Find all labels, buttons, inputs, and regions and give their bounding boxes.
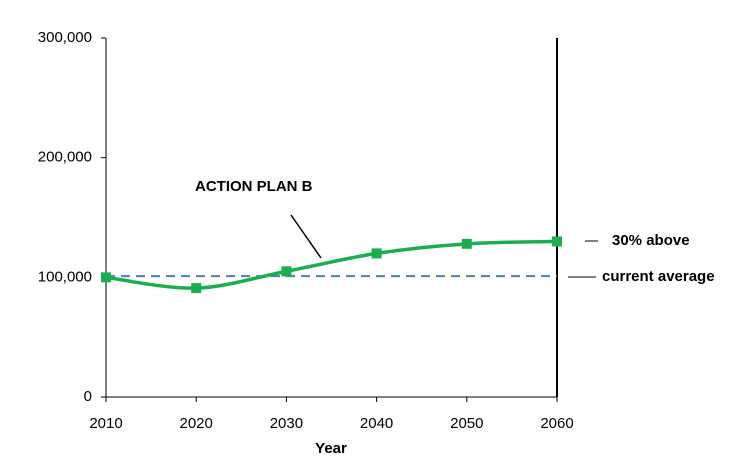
y-tick-label: 100,000 (38, 268, 92, 285)
x-tick-label: 2050 (450, 415, 483, 432)
x-tick-label: 2030 (270, 415, 303, 432)
annotation: current average (602, 268, 715, 285)
y-tick-label: 300,000 (38, 29, 92, 46)
annotation-pointer (290, 214, 322, 259)
x-tick-label: 2040 (360, 415, 393, 432)
point-marker (461, 238, 472, 249)
x-tick-label: 2010 (89, 415, 122, 432)
series-line (105, 239, 558, 290)
point-marker (552, 236, 562, 247)
annotation: 30% above (612, 232, 690, 249)
x-tick-label: 2060 (540, 415, 573, 432)
x-tick-label: 2020 (180, 415, 213, 432)
point-marker (281, 266, 292, 277)
point-marker (371, 248, 382, 259)
point-marker (101, 272, 111, 283)
x-axis-title: Year (315, 440, 347, 457)
y-tick-label: 200,000 (38, 149, 92, 166)
y-tick-label: 0 (84, 388, 92, 405)
point-marker (191, 283, 202, 294)
series-annotation: ACTION PLAN B (195, 178, 313, 195)
